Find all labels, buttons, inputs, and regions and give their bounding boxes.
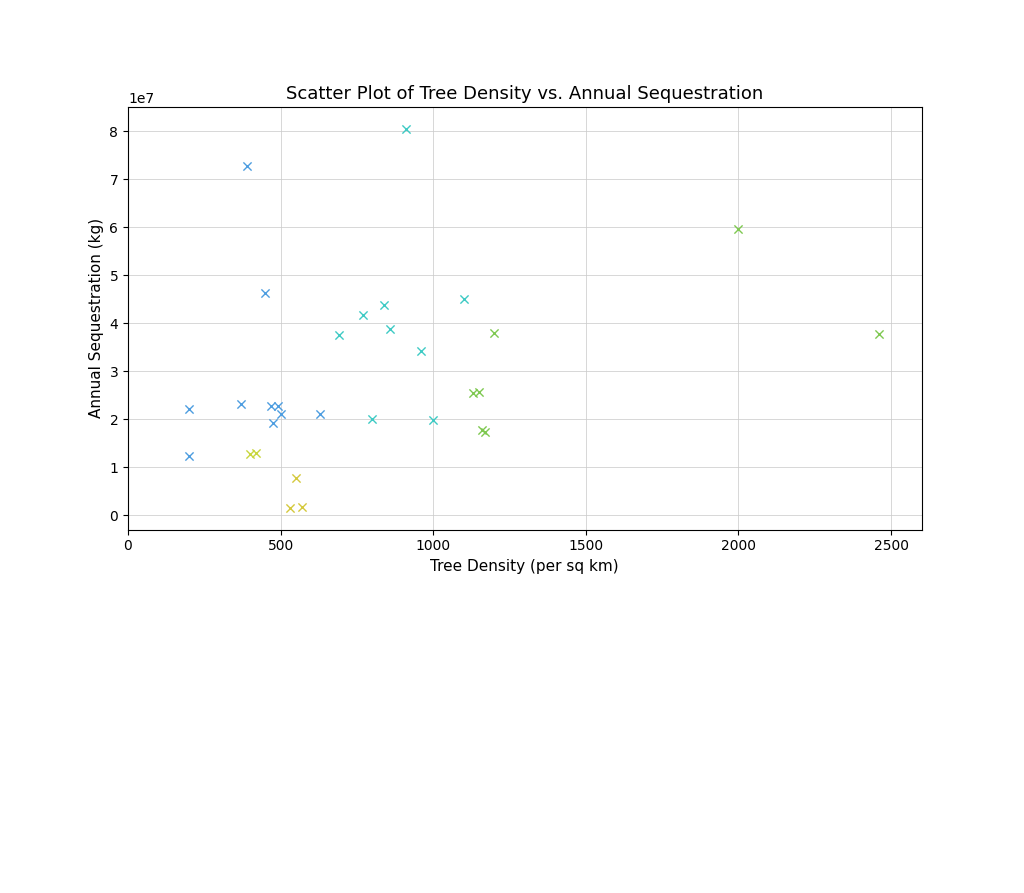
Legend: Enfield, Bromley, Southwark, Barnet, Waltham Forest, Ealing, Redbridge, Newham, : Enfield, Bromley, Southwark, Barnet, Wal… — [265, 540, 784, 766]
Point — [730, 221, 746, 236]
Point — [272, 407, 289, 421]
Point — [257, 286, 273, 300]
Point — [471, 385, 487, 399]
Point — [474, 422, 490, 437]
Point — [288, 471, 304, 485]
Point — [312, 407, 329, 421]
Point — [269, 398, 286, 413]
Point — [263, 398, 280, 413]
Point — [486, 326, 503, 340]
Point — [364, 412, 380, 426]
Point — [242, 447, 258, 462]
Point — [477, 425, 494, 439]
Point — [456, 292, 472, 306]
Point — [425, 413, 441, 427]
Point — [355, 308, 372, 322]
Point — [397, 121, 414, 136]
X-axis label: Tree Density (per sq km): Tree Density (per sq km) — [430, 559, 620, 574]
Title: Scatter Plot of Tree Density vs. Annual Sequestration: Scatter Plot of Tree Density vs. Annual … — [286, 85, 764, 103]
Point — [465, 386, 481, 400]
Point — [413, 344, 429, 358]
Point — [870, 327, 887, 341]
Point — [331, 328, 347, 342]
Point — [239, 159, 255, 173]
Point — [265, 415, 282, 430]
Point — [376, 297, 392, 312]
Point — [294, 499, 310, 513]
Point — [181, 449, 198, 463]
Point — [232, 396, 249, 411]
Point — [282, 501, 298, 515]
Point — [382, 322, 398, 337]
Point — [181, 402, 198, 416]
Y-axis label: Annual Sequestration (kg): Annual Sequestration (kg) — [89, 218, 103, 419]
Point — [248, 446, 264, 461]
